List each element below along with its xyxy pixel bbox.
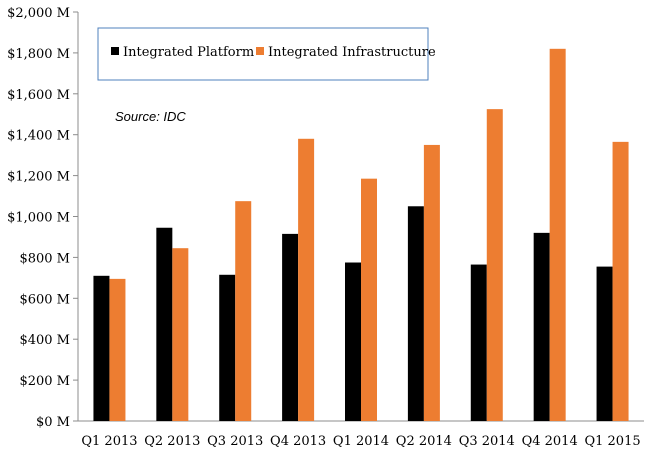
bar-integrated-platform (219, 274, 236, 421)
bar-integrated-infrastructure (298, 138, 315, 422)
bar-integrated-infrastructure (235, 201, 252, 421)
bar-integrated-platform (345, 262, 361, 421)
bar-integrated-platform (533, 232, 550, 421)
x-tick-label: Q2 2014 (396, 434, 452, 449)
x-tick-label: Q4 2013 (270, 434, 326, 449)
y-tick-label: $1,400 M (7, 129, 70, 144)
legend: Integrated Platform Integrated Infrastru… (97, 27, 436, 81)
y-tick-label: $1,600 M (7, 88, 70, 103)
y-tick-label: $1,800 M (7, 47, 70, 62)
x-tick-label: Q1 2015 (584, 434, 640, 449)
y-tick-label: $1,200 M (7, 170, 70, 185)
bar-integrated-infrastructure (172, 248, 189, 421)
bar-integrated-infrastructure (423, 144, 440, 422)
y-tick-label: $200 M (19, 374, 70, 389)
y-tick-label: $1,000 M (7, 211, 70, 226)
y-tick-label: $0 M (36, 415, 70, 430)
bar-integrated-infrastructure (486, 109, 503, 421)
bars (93, 48, 629, 422)
bar-integrated-platform (156, 227, 173, 421)
bar-integrated-infrastructure (549, 48, 566, 422)
y-tick-label: $800 M (19, 251, 70, 266)
x-axis: Q1 2013 Q2 2013 Q3 2013 Q4 2013 Q1 2014 Q2 20… (78, 420, 644, 449)
y-tick-label: $2,000 M (7, 6, 70, 21)
y-tick-label: $400 M (19, 333, 70, 348)
bar-integrated-infrastructure (612, 141, 629, 422)
bar-integrated-platform (596, 266, 613, 421)
legend-label-platform: Integrated Platform (123, 45, 254, 60)
x-tick-label: Q1 2014 (333, 434, 389, 449)
y-axis: $0 M $200 M $400 M $600 M $800 M $1,000 M $1,2… (7, 6, 79, 430)
bar-integrated-infrastructure (109, 278, 126, 421)
bar-integrated-platform (407, 206, 424, 421)
legend-swatch-platform (111, 47, 119, 55)
y-tick-label: $600 M (19, 292, 70, 307)
x-tick-label: Q2 2013 (144, 434, 200, 449)
bar-integrated-platform (93, 275, 110, 421)
x-tick-label: Q3 2013 (207, 434, 263, 449)
bar-integrated-platform (282, 233, 299, 421)
bar-integrated-infrastructure (361, 178, 377, 421)
legend-swatch-infrastructure (256, 47, 264, 55)
bar-integrated-platform (470, 264, 487, 421)
legend-label-infrastructure: Integrated Infrastructure (268, 45, 436, 60)
x-tick-label: Q4 2014 (522, 434, 578, 449)
x-tick-label: Q3 2014 (459, 434, 515, 449)
source-annotation: Source: IDC (115, 109, 186, 124)
x-tick-label: Q1 2013 (81, 434, 137, 449)
